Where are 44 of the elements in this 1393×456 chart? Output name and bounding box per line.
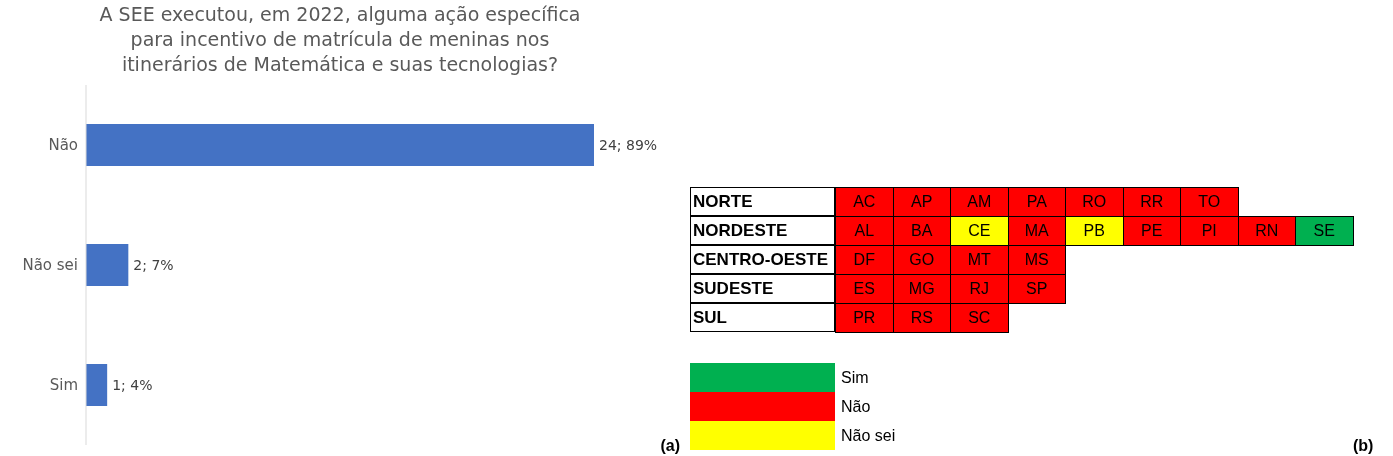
category-label: NORDESTE xyxy=(693,221,788,240)
text: BA xyxy=(911,222,933,239)
text: PI xyxy=(1201,222,1217,239)
text: AL xyxy=(854,222,875,239)
text: TO xyxy=(1198,193,1221,210)
chart-title: A SEE executou, em 2022, alguma ação específica para incentivo de matrícula de meninas nos itinerários de Matemática e suas tecnologias? xyxy=(98,2,582,77)
text: (b) xyxy=(1353,437,1374,455)
y-tick-label: Não xyxy=(48,136,78,155)
text: RO xyxy=(1082,193,1107,210)
text: RJ xyxy=(969,280,990,297)
data-label: 2; 7% xyxy=(133,257,174,273)
text: MG xyxy=(908,280,935,297)
text: SC xyxy=(968,309,991,326)
text: MA xyxy=(1024,222,1049,239)
text: SP xyxy=(1026,280,1048,297)
text: AC xyxy=(853,193,876,210)
text: AM xyxy=(967,193,992,210)
text: ES xyxy=(853,280,875,297)
legend-label: Sim xyxy=(841,369,869,386)
text: RN xyxy=(1255,222,1279,239)
data-label: 24; 89% xyxy=(599,137,658,153)
category-label: SUDESTE xyxy=(693,279,774,298)
text: MS xyxy=(1024,251,1049,268)
category-label: SUL xyxy=(693,308,727,327)
text: PB xyxy=(1083,222,1105,239)
text: RS xyxy=(910,309,933,326)
y-tick-label: Não sei xyxy=(22,256,78,275)
text: AP xyxy=(911,193,933,210)
text: DF xyxy=(853,251,875,268)
text: CE xyxy=(968,222,991,239)
legend-label: Não xyxy=(841,398,871,415)
category-label: NORTE xyxy=(693,192,753,211)
y-tick-label: Sim xyxy=(49,376,78,395)
text: SE xyxy=(1313,222,1335,239)
category-label: CENTRO-OESTE xyxy=(693,250,829,269)
legend-label: Não sei xyxy=(841,427,896,444)
text: MT xyxy=(967,251,991,268)
text: GO xyxy=(909,251,935,268)
text: PE xyxy=(1141,222,1163,239)
text: RR xyxy=(1140,193,1164,210)
data-label: 1; 4% xyxy=(112,377,153,393)
text: (a) xyxy=(660,437,680,455)
text: PR xyxy=(853,309,876,326)
text: PA xyxy=(1026,193,1047,210)
